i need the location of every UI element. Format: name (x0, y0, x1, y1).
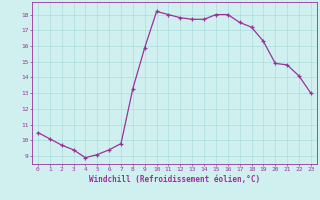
X-axis label: Windchill (Refroidissement éolien,°C): Windchill (Refroidissement éolien,°C) (89, 175, 260, 184)
